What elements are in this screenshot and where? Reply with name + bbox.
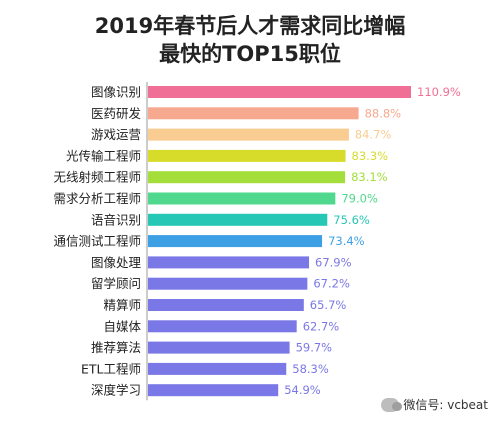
category-label: 通信测试工程师 <box>53 234 141 249</box>
value-label: 83.1% <box>351 170 388 184</box>
value-label: 58.3% <box>292 362 329 376</box>
category-label: 推荐算法 <box>91 340 141 355</box>
bar <box>148 277 308 290</box>
chart-title-line-2: 最快的TOP15职位 <box>159 42 341 66</box>
category-label: 游戏运营 <box>91 127 141 142</box>
bar <box>148 299 304 311</box>
value-label: 79.0% <box>341 192 378 206</box>
category-label: 无线射频工程师 <box>53 170 141 185</box>
bar <box>148 384 279 397</box>
bar <box>148 128 349 141</box>
bar <box>148 192 336 205</box>
value-label: 73.4% <box>328 234 365 248</box>
bar <box>148 213 328 226</box>
category-label: 图像处理 <box>91 255 142 270</box>
category-label: 精算师 <box>103 298 141 313</box>
category-label: 需求分析工程师 <box>53 191 141 206</box>
bar <box>148 149 346 162</box>
value-label: 65.7% <box>310 298 347 312</box>
value-label: 75.6% <box>333 213 370 227</box>
chart-title-line-1: 2019年春节后人才需求同比增幅 <box>94 14 406 38</box>
bar <box>148 86 411 98</box>
value-label: 110.9% <box>417 85 461 99</box>
category-label: 医药研发 <box>91 106 142 121</box>
watermark: 微信号: vcbeat <box>377 395 492 414</box>
bar <box>148 320 297 333</box>
value-label: 67.9% <box>315 255 352 269</box>
category-label: 语音识别 <box>91 212 141 227</box>
bar <box>148 341 290 354</box>
value-label: 88.8% <box>365 106 402 120</box>
category-label: 自媒体 <box>103 319 141 334</box>
category-label: 图像识别 <box>91 85 141 100</box>
value-label: 62.7% <box>303 319 340 333</box>
chart-title: 2019年春节后人才需求同比增幅 最快的TOP15职位 <box>0 12 500 68</box>
category-label: 光传输工程师 <box>66 148 141 163</box>
category-label: ETL工程师 <box>81 361 141 376</box>
value-label: 84.7% <box>355 128 392 142</box>
value-label: 67.2% <box>313 277 350 291</box>
bar <box>148 171 346 184</box>
category-label: 深度学习 <box>91 383 141 398</box>
value-label: 83.3% <box>352 149 389 163</box>
watermark-text: 微信号: vcbeat <box>403 398 488 412</box>
bar <box>148 256 310 269</box>
value-label: 59.7% <box>296 341 333 355</box>
bar <box>148 235 323 248</box>
bar <box>148 107 359 120</box>
category-label: 留学顾问 <box>91 276 141 291</box>
value-label: 54.9% <box>284 383 321 397</box>
bar <box>148 362 287 375</box>
wechat-icon <box>381 397 403 412</box>
